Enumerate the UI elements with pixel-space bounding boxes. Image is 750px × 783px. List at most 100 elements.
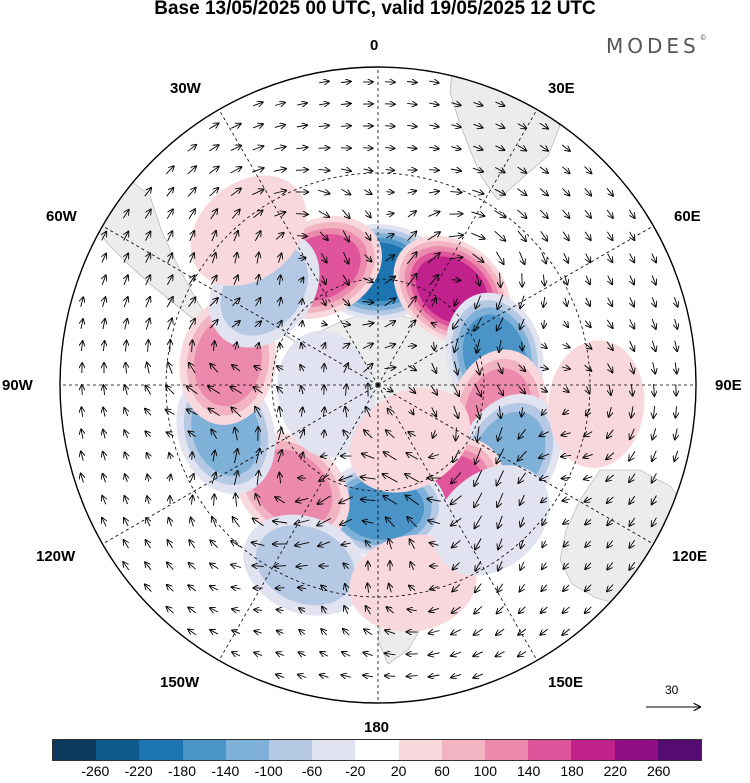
wind-arrow	[317, 518, 332, 525]
wind-arrow	[191, 518, 194, 527]
wind-arrow	[563, 562, 568, 569]
wind-arrow	[495, 251, 503, 264]
wind-arrow	[476, 274, 479, 286]
wind-arrow	[276, 588, 285, 589]
wind-arrow	[81, 341, 82, 352]
wind-arrow	[607, 496, 614, 503]
wind-arrow	[628, 209, 634, 218]
wind-arrow	[212, 472, 216, 484]
wind-arrow	[257, 253, 259, 264]
wind-arrow	[188, 607, 197, 614]
wind-arrow	[124, 430, 127, 438]
wind-arrow	[607, 562, 614, 569]
wind-arrow	[340, 169, 351, 171]
wind-arrow	[451, 472, 462, 484]
wind-arrow	[472, 168, 483, 172]
wind-arrow	[124, 518, 128, 527]
wind-arrow	[192, 340, 193, 352]
wind-arrow	[450, 495, 462, 505]
wind-arrow	[190, 253, 194, 264]
wind-arrow	[586, 253, 591, 263]
wind-arrow	[498, 561, 502, 571]
wind-arrow	[539, 454, 550, 458]
wind-arrow	[496, 448, 505, 464]
wind-arrow	[279, 253, 282, 263]
wind-arrow	[124, 496, 127, 505]
wind-arrow	[125, 452, 128, 460]
wind-arrow	[629, 473, 636, 482]
wind-arrow	[454, 361, 457, 375]
wind-arrow	[147, 496, 149, 505]
wind-arrow	[427, 499, 441, 501]
wind-arrow	[384, 276, 395, 284]
wind-arrow	[166, 410, 175, 415]
wind-arrow	[81, 407, 82, 417]
wind-arrow	[652, 450, 656, 461]
wind-arrow	[562, 478, 571, 479]
wind-arrow	[608, 275, 612, 285]
wind-arrow	[629, 517, 636, 526]
lon-label-90w: 90W	[2, 377, 33, 394]
wind-arrow	[407, 231, 417, 241]
wind-arrow	[148, 340, 149, 352]
wind-arrow	[476, 361, 479, 374]
wind-arrow	[520, 318, 524, 329]
wind-arrow	[500, 272, 501, 288]
wind-arrow	[607, 363, 613, 373]
wind-arrow	[609, 384, 611, 395]
reference-vector-label: 30	[665, 683, 679, 697]
wind-arrow	[652, 253, 656, 263]
wind-arrow	[385, 234, 394, 238]
colorbar-tick-label: -100	[254, 763, 283, 779]
wind-arrow	[543, 274, 544, 285]
wind-arrow	[345, 584, 347, 593]
wind-arrow	[407, 609, 417, 611]
wind-arrow	[188, 629, 197, 636]
wind-arrow	[190, 474, 194, 483]
wind-arrow	[561, 433, 571, 436]
wind-arrow	[169, 518, 172, 527]
positive-anomaly	[250, 449, 333, 527]
wind-arrow	[407, 346, 416, 347]
wind-arrow	[542, 562, 546, 570]
wind-arrow	[517, 209, 526, 218]
wind-arrow	[495, 146, 505, 150]
wind-arrow	[278, 428, 281, 441]
wind-arrow	[124, 408, 127, 417]
colorbar-swatch	[182, 740, 226, 760]
wind-arrow	[341, 104, 351, 105]
wind-arrow	[273, 169, 286, 172]
wind-arrow	[606, 452, 615, 460]
wind-arrow	[231, 565, 242, 568]
wind-arrow	[517, 188, 527, 196]
wind-arrow	[451, 674, 462, 677]
wind-arrow	[451, 629, 462, 635]
wind-arrow	[387, 389, 392, 392]
wind-arrow	[126, 341, 127, 352]
wind-arrow	[234, 231, 238, 242]
wind-arrow	[210, 540, 219, 549]
wind-arrow	[406, 453, 418, 460]
wind-arrow	[102, 275, 106, 285]
wind-arrow	[407, 125, 417, 126]
wind-arrow	[652, 297, 656, 306]
wind-arrow	[518, 364, 526, 371]
wind-arrow	[339, 496, 353, 503]
wind-arrow	[364, 254, 371, 261]
wind-arrow	[429, 631, 440, 634]
wind-arrow	[518, 450, 527, 461]
wind-arrow	[232, 365, 241, 372]
wind-arrow	[449, 257, 463, 259]
wind-arrow	[146, 318, 149, 330]
wind-arrow	[103, 430, 105, 439]
meridian-line	[377, 384, 654, 545]
wind-arrow	[518, 428, 527, 439]
brand-logo: MODES©	[606, 34, 707, 58]
wind-arrow	[102, 518, 106, 527]
wind-arrow	[103, 452, 106, 461]
colorbar-tick-label: -180	[167, 763, 197, 779]
wind-arrow	[235, 253, 237, 264]
wind-arrow	[324, 364, 325, 373]
wind-arrow	[434, 341, 435, 350]
wind-arrow	[166, 386, 175, 395]
